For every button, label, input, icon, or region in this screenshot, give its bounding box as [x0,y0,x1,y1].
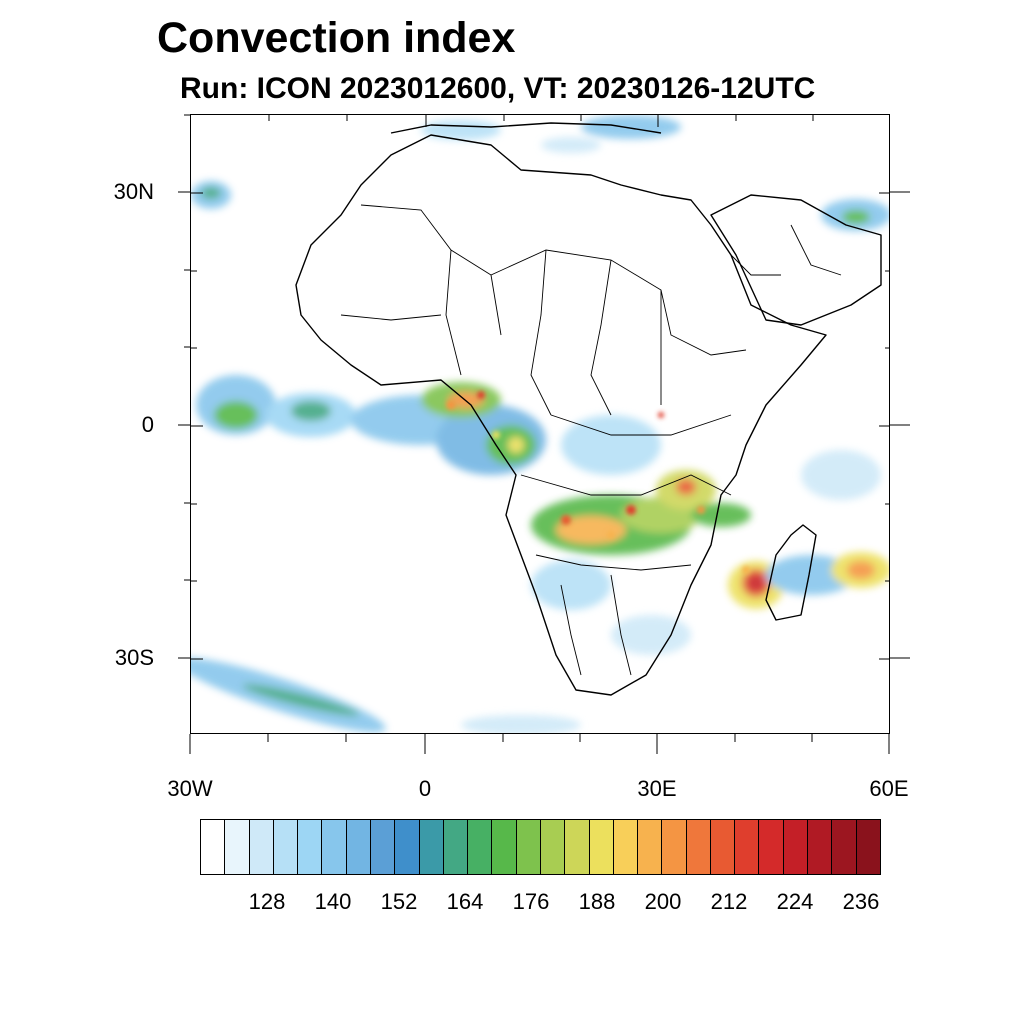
colorbar-cell [783,820,809,874]
lon-label-0: 0 [418,776,432,801]
lat-label-30n: 30N [113,179,154,204]
colorbar-label: 188 [578,889,616,914]
colorbar-label: 236 [842,889,880,914]
colorbar-cell [589,820,614,874]
colorbar-cell [443,820,469,874]
colorbar-label: 224 [776,889,814,914]
colorbar-label: 200 [644,889,682,914]
colorbar-label: 140 [314,889,352,914]
lon-label-60e: 60E [869,776,909,801]
colorbar-cell [516,820,541,874]
colorbar-cell [249,820,274,874]
map-panel [190,114,890,734]
colorbar-cell [565,820,590,874]
colorbar-cell [808,820,833,874]
coastline [295,122,882,696]
convection-field [191,115,889,733]
colorbar-cell [710,820,736,874]
lat-label-30s: 30S [114,645,154,670]
colorbar-cell [638,820,663,874]
colorbar-cell [225,820,250,874]
colorbar [200,819,881,875]
lat-label-0: 0 [141,412,154,437]
map-svg [191,115,889,733]
colorbar-cell [419,820,444,874]
chart-subtitle: Run: ICON 2023012600, VT: 20230126-12UTC [180,72,816,105]
colorbar-cell [395,820,420,874]
colorbar-cell [686,820,711,874]
colorbar-cell [540,820,566,874]
colorbar-label: 212 [710,889,748,914]
colorbar-cell [298,820,323,874]
colorbar-cell [346,820,371,874]
convection-speckle [446,391,750,574]
colorbar-cell [273,820,299,874]
colorbar-cell [322,820,347,874]
colorbar-cell [201,820,226,874]
colorbar-cell [370,820,396,874]
inner-ticks [191,115,889,660]
colorbar-cell [662,820,687,874]
lon-label-30e: 30E [637,776,677,801]
lon-label-30w: 30W [167,776,213,801]
colorbar-cell [492,820,517,874]
colorbar-label: 164 [446,889,484,914]
colorbar-label: 152 [380,889,418,914]
country-borders [340,204,842,676]
colorbar-cell [759,820,784,874]
colorbar-label: 128 [248,889,286,914]
colorbar-label: 176 [512,889,550,914]
colorbar-cell [856,820,880,874]
colorbar-cell [735,820,760,874]
colorbar-cell [832,820,857,874]
colorbar-cell [613,820,639,874]
chart-title: Convection index [157,14,516,62]
colorbar-cell [468,820,493,874]
